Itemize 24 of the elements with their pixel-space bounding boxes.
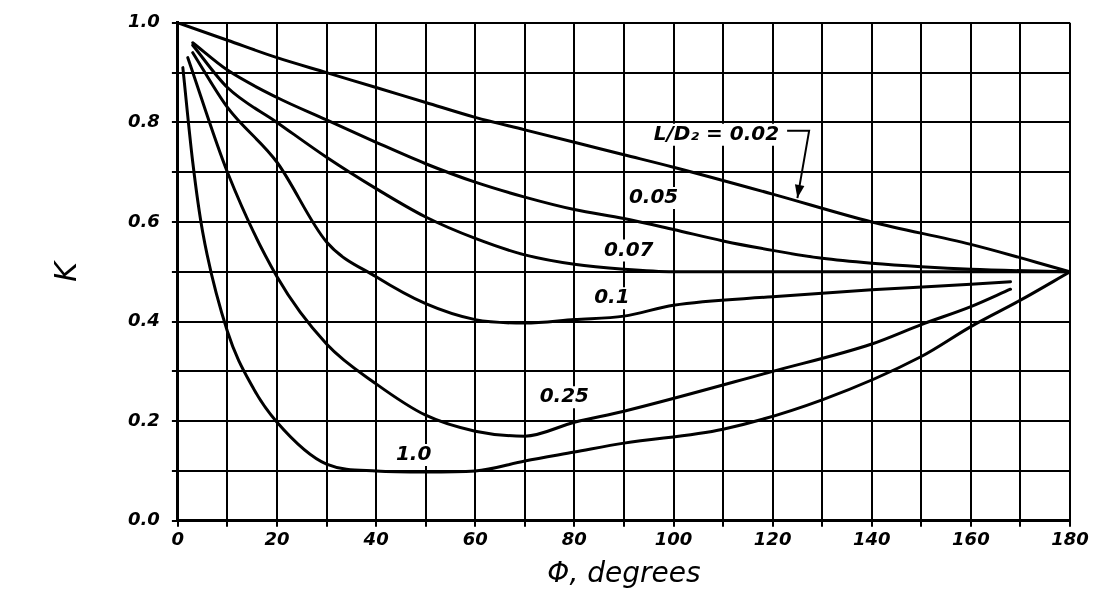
y-tick-label: 1.0 [128, 10, 160, 32]
series-label: 0.1 [594, 284, 630, 309]
y-tick-label: 0.8 [128, 110, 160, 132]
series-label: 0.25 [539, 383, 590, 408]
x-tick-label: 0 [171, 528, 185, 550]
series-label: 0.05 [628, 184, 679, 209]
y-tick-label: 0.4 [128, 309, 160, 331]
x-tick-label: 60 [462, 528, 488, 550]
x-tick-label: 120 [753, 528, 792, 550]
y-tick-label: 0.0 [128, 508, 160, 530]
x-tick-label: 20 [264, 528, 290, 550]
series-label: L/D₂ = 0.02 [653, 121, 780, 146]
x-tick-label: 100 [654, 528, 693, 550]
y-axis-title: K [47, 259, 83, 282]
x-tick-label: 80 [561, 528, 587, 550]
y-tick-label: 0.2 [128, 408, 160, 430]
series-label: 1.0 [395, 441, 432, 466]
x-tick-label: 180 [1051, 528, 1089, 550]
x-axis-title: Φ, degrees [547, 556, 701, 590]
series-label: 0.07 [604, 236, 654, 261]
y-tick-label: 0.6 [128, 209, 160, 231]
x-tick-label: 40 [362, 528, 389, 550]
x-tick-label: 140 [852, 528, 891, 550]
x-tick-label: 160 [952, 528, 990, 550]
